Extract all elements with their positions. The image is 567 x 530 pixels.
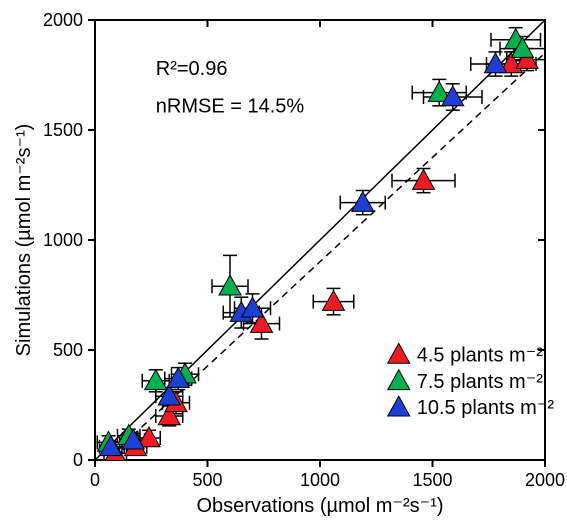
data-point <box>145 370 167 390</box>
legend-label: 7.5 plants m⁻² <box>417 371 544 393</box>
xtick-label: 500 <box>192 470 222 490</box>
ytick-label: 1500 <box>43 120 83 140</box>
data-point <box>352 192 374 212</box>
legend-marker <box>388 370 410 390</box>
xtick-label: 2000 <box>525 470 565 490</box>
ytick-label: 500 <box>53 340 83 360</box>
identity-line <box>95 20 545 460</box>
nrmse-label: nRMSE = 14.5% <box>156 95 305 117</box>
legend-label: 10.5 plants m⁻² <box>417 397 555 419</box>
scatter-chart: 0 500 1000 1500 2000 0 500 1000 1500 2000 Observat… <box>0 0 567 530</box>
ytick-label: 0 <box>73 450 83 470</box>
y-axis-label: Simulations (µmol m⁻²s⁻¹) <box>13 124 35 357</box>
legend-label: 4.5 plants m⁻² <box>417 344 544 366</box>
data-point <box>219 275 241 295</box>
legend-marker <box>388 343 410 363</box>
ytick-label: 2000 <box>43 10 83 30</box>
data-point <box>323 291 345 311</box>
xtick-label: 0 <box>90 470 100 490</box>
legend-marker <box>388 396 410 416</box>
r2-label: R²=0.96 <box>156 58 228 80</box>
x-axis-label: Observations (µmol m⁻²s⁻¹) <box>196 495 443 517</box>
ytick-label: 1000 <box>43 230 83 250</box>
data-point <box>485 53 507 73</box>
xtick-label: 1000 <box>300 470 340 490</box>
xtick-label: 1500 <box>412 470 452 490</box>
